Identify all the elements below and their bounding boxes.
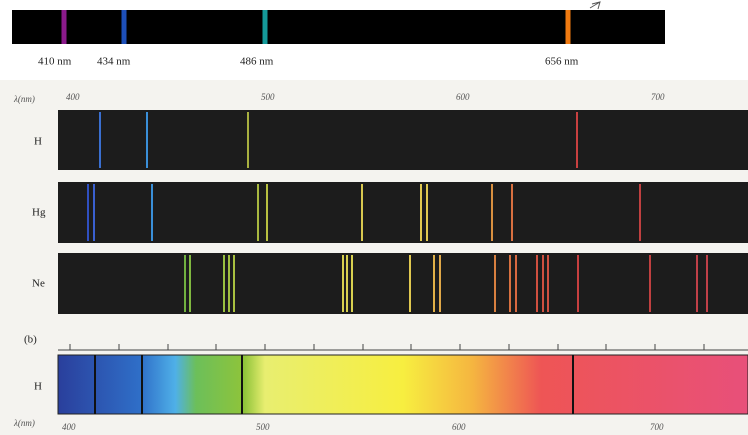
- row-label: H: [34, 136, 42, 148]
- line-label: 486 nm: [240, 56, 274, 68]
- tick-label: 700: [651, 92, 665, 102]
- tick-label: 500: [256, 422, 270, 432]
- line-label: 434 nm: [97, 56, 131, 68]
- continuous-spectrum: [58, 355, 748, 414]
- row-label: Ne: [32, 278, 45, 290]
- page: 410 nm 434 nm 486 nm 656 nm λ(nm) 400 50…: [0, 0, 748, 435]
- axis-label: λ(nm): [13, 418, 35, 428]
- panel-label: (b): [24, 334, 37, 346]
- tick-label: 400: [62, 422, 76, 432]
- tick-label: 400: [66, 92, 80, 102]
- axis-label: λ(nm): [13, 94, 35, 104]
- row-label: H: [34, 381, 42, 393]
- line-label: 410 nm: [38, 56, 72, 68]
- tick-label: 500: [261, 92, 275, 102]
- row-label: Hg: [32, 207, 46, 219]
- figure: 410 nm 434 nm 486 nm 656 nm λ(nm) 400 50…: [0, 0, 748, 435]
- line-label: 656 nm: [545, 56, 579, 68]
- spectrum-row: [58, 182, 748, 243]
- spectrum-row: [58, 253, 748, 314]
- tick-label: 600: [456, 92, 470, 102]
- spectrum-row: [58, 110, 748, 170]
- arrow-icon: [590, 2, 600, 9]
- tick-label: 600: [452, 422, 466, 432]
- tick-label: 700: [650, 422, 664, 432]
